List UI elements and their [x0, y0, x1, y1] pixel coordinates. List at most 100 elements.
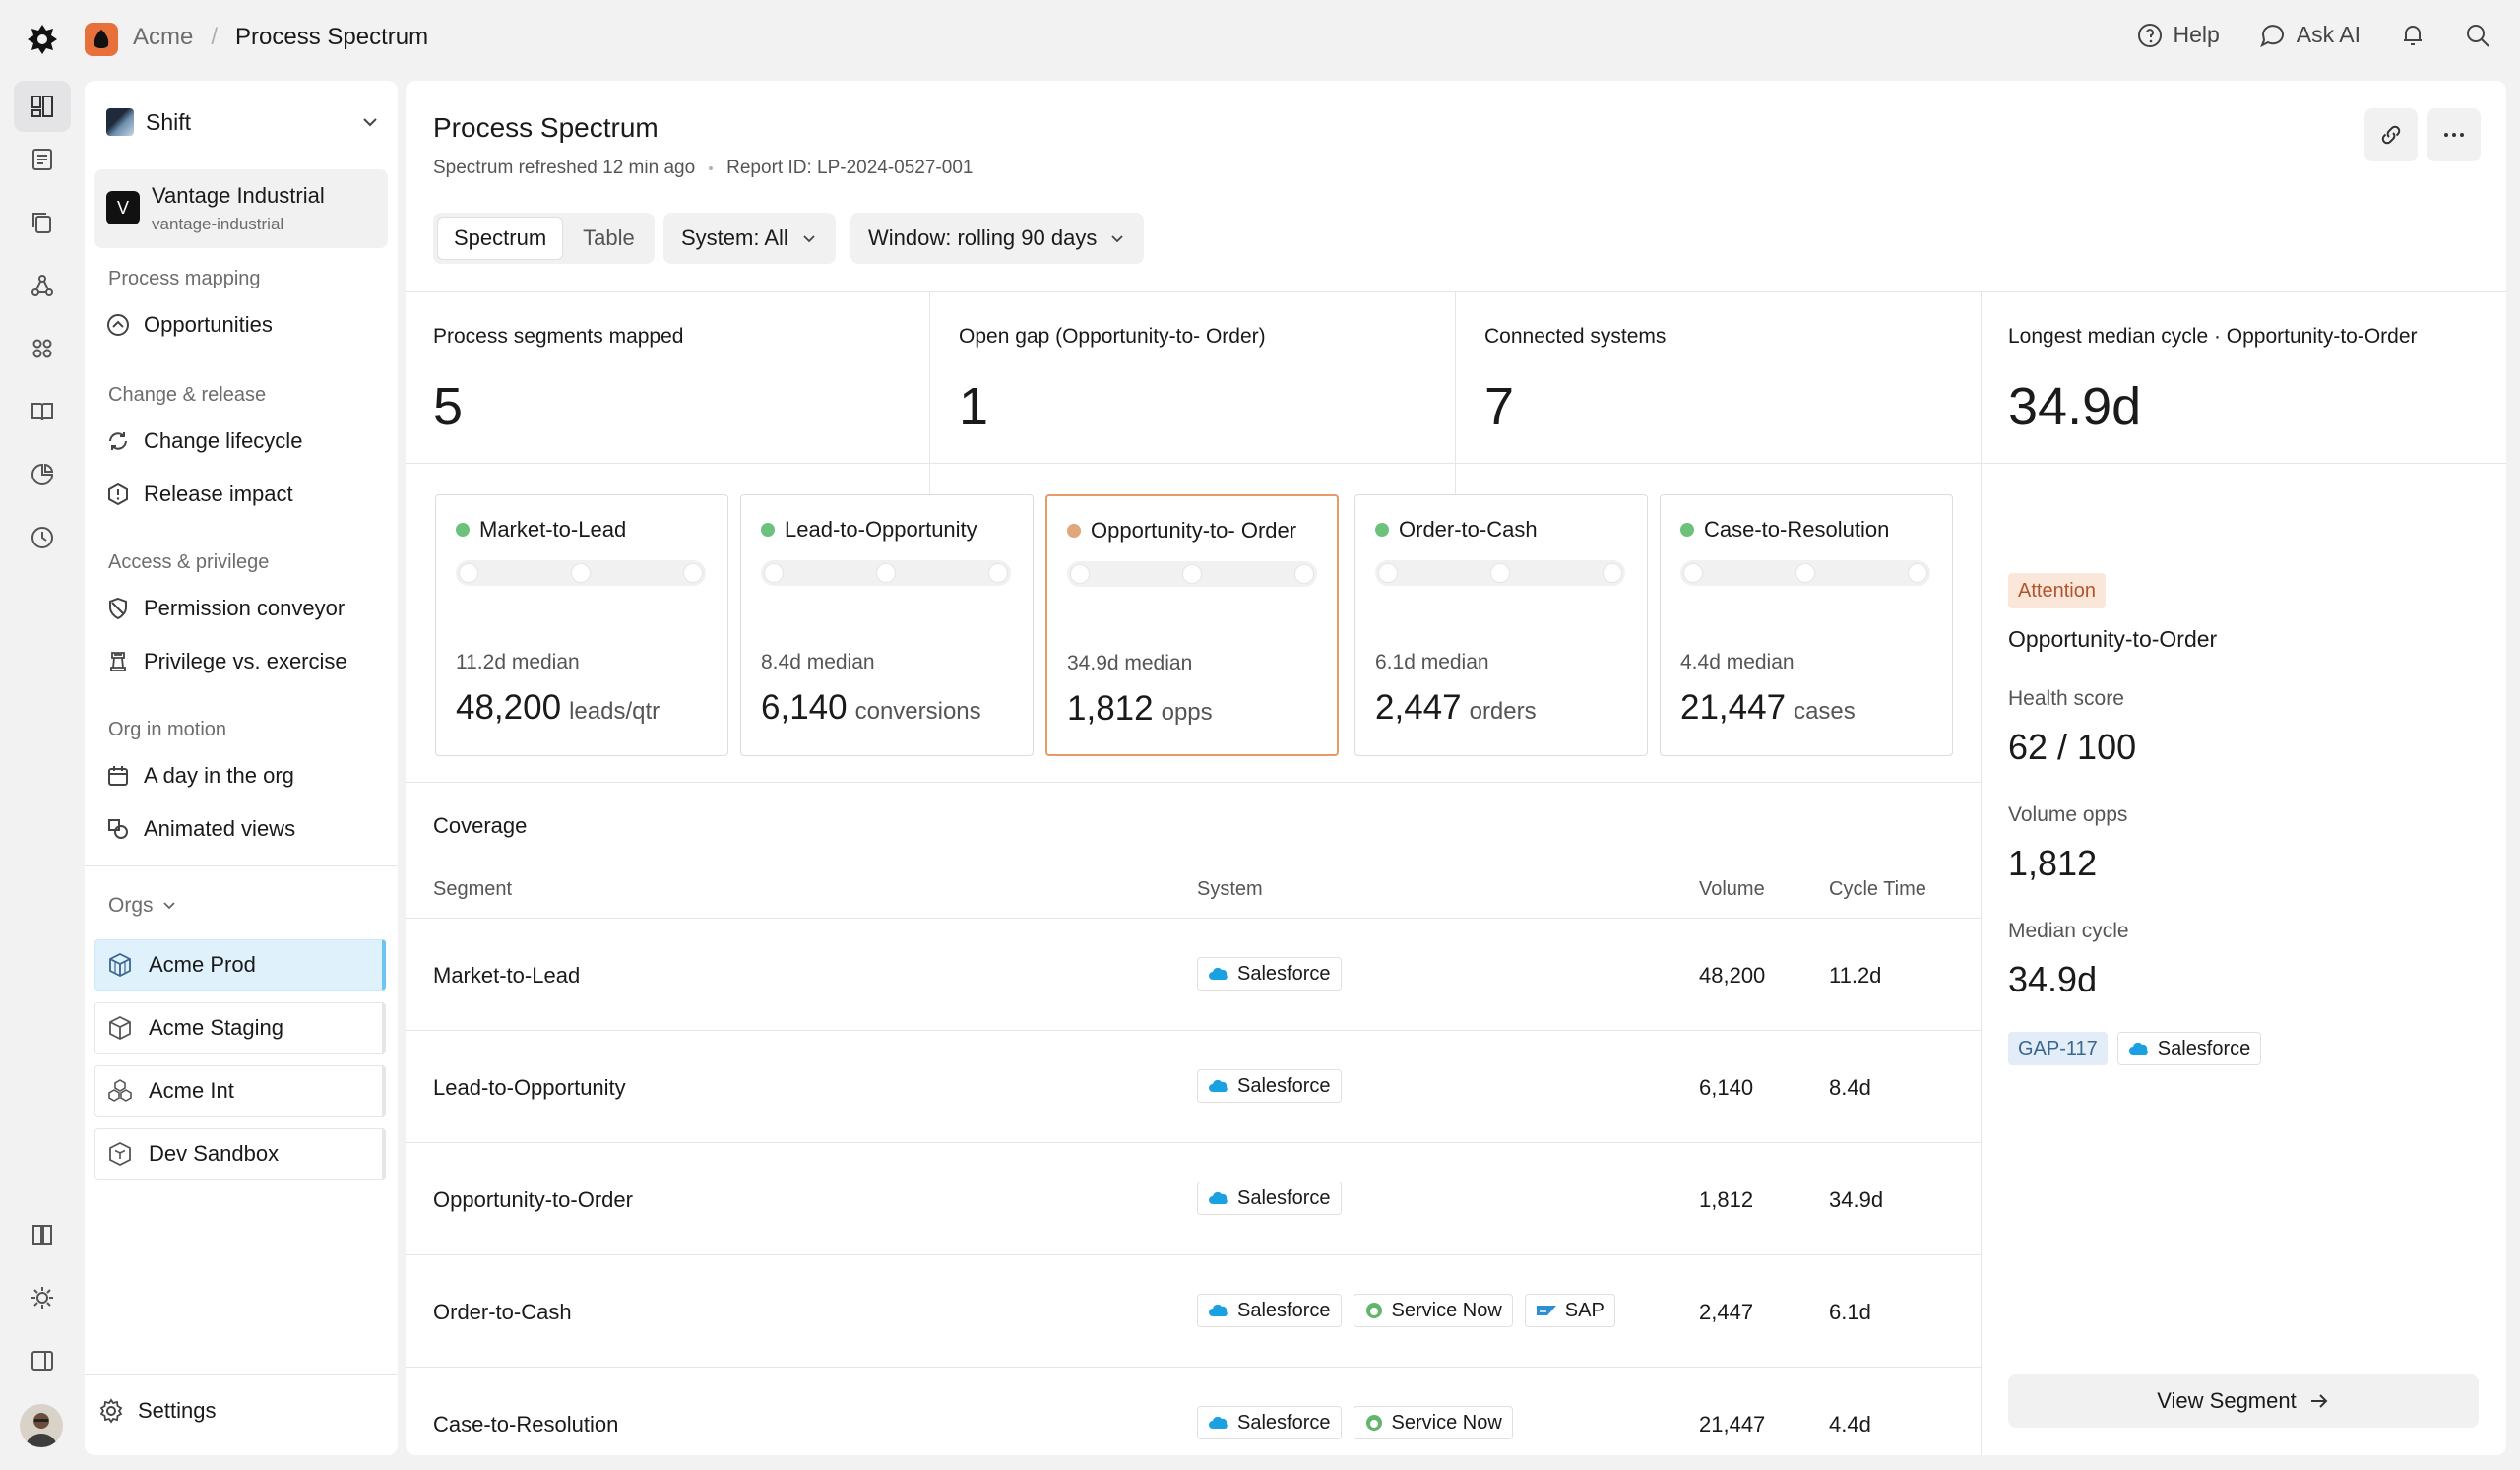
sidebar-toggle-icon — [32, 1351, 53, 1371]
opportunities-icon — [107, 314, 129, 336]
nav-item-privilege-vs-exercise[interactable]: Privilege vs. exercise — [106, 640, 347, 683]
nav-item-label: Release impact — [144, 481, 293, 506]
orgs-toggle[interactable]: Orgs — [108, 894, 177, 918]
system-pill: Service Now — [1353, 1406, 1513, 1439]
rail-dashboard-button[interactable] — [14, 81, 71, 132]
segment-median: 6.1d median — [1375, 651, 1489, 673]
segment-name: Market-to-Lead — [479, 517, 627, 542]
help-button[interactable]: Help — [2137, 22, 2220, 48]
nav-item-animated-views[interactable]: Animated views — [106, 807, 295, 851]
codesandbox-icon — [109, 1141, 131, 1167]
nav-item-release-impact[interactable]: Release impact — [106, 473, 293, 516]
segment-card[interactable]: Lead-to-Opportunity 8.4d median 6,140 con… — [740, 494, 1034, 756]
org-item-acme-int[interactable]: Acme Int — [94, 1065, 386, 1117]
org-item-dev-sandbox[interactable]: Dev Sandbox — [94, 1128, 386, 1180]
nav-item-label: Privilege vs. exercise — [144, 649, 347, 673]
median-cycle-value: 34.9d — [2008, 959, 2098, 999]
org-item-acme-prod[interactable]: Acme Prod — [94, 939, 386, 991]
tab-spectrum[interactable]: Spectrum — [437, 217, 564, 260]
row-segment: Lead-to-Opportunity — [433, 1075, 626, 1100]
nav-item-opportunities[interactable]: Opportunities — [106, 303, 273, 347]
attention-badge: Attention — [2008, 573, 2106, 608]
segment-card[interactable]: Order-to-Cash 6.1d median 2,447 orders — [1354, 494, 1648, 756]
main-content: Process Spectrum Spectrum refreshed 12 m… — [406, 81, 2506, 1455]
window-filter-dropdown[interactable]: Window: rolling 90 days — [850, 213, 1145, 264]
tab-table[interactable]: Table — [583, 225, 635, 250]
org-item-acme-staging[interactable]: Acme Staging — [94, 1002, 386, 1054]
system-pill: Service Now — [1353, 1294, 1513, 1327]
row-cycle: 6.1d — [1829, 1300, 1871, 1324]
copy-link-button[interactable] — [2364, 108, 2418, 161]
salesforce-icon — [2128, 1042, 2148, 1055]
rail-copies-button[interactable] — [14, 197, 71, 248]
system-name: Salesforce — [1237, 1074, 1331, 1097]
graph-nodes-icon — [32, 275, 53, 296]
ask-ai-button[interactable]: Ask AI — [2259, 22, 2361, 48]
view-tabs: Spectrum Table — [433, 213, 655, 264]
column-header[interactable]: System — [1197, 878, 1263, 900]
servicenow-icon — [1365, 1303, 1382, 1318]
rail-reports-button[interactable] — [14, 134, 71, 185]
rail-panel-toggle-button[interactable] — [14, 1335, 71, 1386]
view-segment-button[interactable]: View Segment — [2008, 1374, 2479, 1428]
rail-library-button[interactable] — [14, 386, 71, 437]
cycle-icon — [109, 432, 127, 450]
user-avatar[interactable] — [20, 1404, 63, 1447]
bell-icon[interactable] — [2400, 23, 2426, 48]
page-subtitle: Spectrum refreshed 12 min ago Report ID:… — [433, 158, 973, 179]
clock-icon — [32, 527, 53, 548]
rail-theme-button[interactable] — [14, 1272, 71, 1323]
settings-button[interactable]: Settings — [98, 1398, 217, 1424]
segment-card[interactable]: Case-to-Resolution 4.4d median 21,447 cas… — [1660, 494, 1953, 756]
segment-median: 4.4d median — [1680, 651, 1795, 673]
org-logo-icon[interactable] — [85, 23, 118, 56]
tenant-initial: V — [106, 191, 140, 224]
column-header[interactable]: Segment — [433, 878, 513, 900]
rail-analytics-button[interactable] — [14, 449, 71, 500]
tenant-card[interactable]: V Vantage Industrial vantage-industrial — [94, 169, 388, 248]
segment-unit: opps — [1161, 699, 1213, 726]
rail-graph-button[interactable] — [14, 260, 71, 311]
search-icon[interactable] — [2465, 23, 2490, 48]
column-header[interactable]: Volume — [1699, 878, 1765, 900]
more-options-button[interactable] — [2427, 108, 2481, 161]
segment-unit: cases — [1794, 698, 1856, 725]
boxes-icon — [108, 1079, 132, 1102]
nav-item-day-in-org[interactable]: A day in the org — [106, 754, 294, 798]
nav-item-change-lifecycle[interactable]: Change lifecycle — [106, 419, 302, 463]
workspace-switcher[interactable]: Shift — [106, 102, 380, 142]
segment-track — [456, 560, 706, 586]
gap-id-badge[interactable]: GAP-117 — [2008, 1032, 2108, 1065]
row-segment: Case-to-Resolution — [433, 1412, 619, 1437]
breadcrumb-separator: / — [211, 24, 219, 50]
rail-apps-button[interactable] — [14, 323, 71, 374]
system-name: Service Now — [1391, 1299, 1502, 1321]
icon-rail — [0, 81, 83, 1470]
status-dot — [1680, 523, 1694, 537]
report-id: Report ID: LP-2024-0527-001 — [726, 158, 974, 178]
org-item-label: Dev Sandbox — [149, 1141, 280, 1166]
chevron-down-icon — [1111, 235, 1123, 243]
rail-history-button[interactable] — [14, 512, 71, 563]
section-title: Process mapping — [108, 268, 261, 289]
column-header[interactable]: Cycle Time — [1829, 878, 1926, 900]
coverage-title: Coverage — [433, 813, 528, 838]
system-name: Salesforce — [1237, 962, 1331, 985]
app-logo-icon[interactable] — [26, 23, 59, 56]
rail-docs-button[interactable] — [14, 1209, 71, 1260]
salesforce-icon — [1209, 967, 1228, 980]
settings-label: Settings — [138, 1398, 217, 1423]
nav-item-permission-conveyor[interactable]: Permission conveyor — [106, 587, 345, 630]
book-open-icon — [32, 403, 53, 421]
breadcrumb-org[interactable]: Acme — [133, 24, 194, 50]
help-label: Help — [2173, 22, 2220, 47]
segment-card-selected[interactable]: Opportunity-to- Order 34.9d median 1,812… — [1045, 494, 1339, 756]
system-filter-dropdown[interactable]: System: All — [663, 213, 836, 264]
salesforce-icon — [1209, 1416, 1228, 1429]
window-filter-label: Window: rolling 90 days — [868, 225, 1098, 250]
segment-card[interactable]: Market-to-Lead 11.2d median 48,200 leads/… — [435, 494, 728, 756]
nav-item-label: Animated views — [144, 816, 296, 841]
row-segment: Order-to-Cash — [433, 1300, 572, 1324]
kpi-value: 7 — [1484, 377, 1515, 436]
segment-detail-panel: Attention Opportunity-to-Order Health sc… — [1981, 366, 2506, 1455]
